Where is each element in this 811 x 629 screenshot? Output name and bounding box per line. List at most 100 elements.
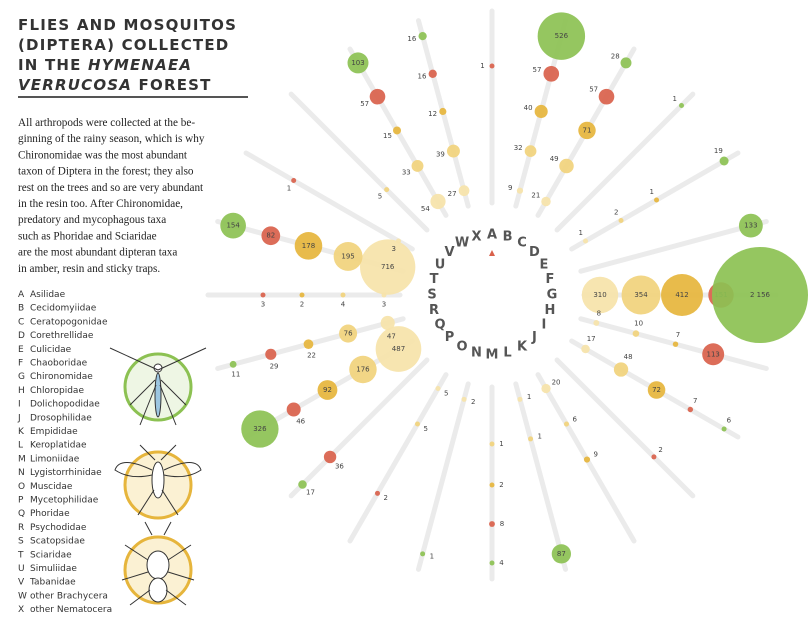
spoke-letter: T: [430, 272, 439, 287]
value-label: 15: [383, 132, 392, 140]
bubble: [241, 410, 279, 448]
value-label: 354: [634, 291, 648, 299]
value-label: 27: [448, 190, 457, 198]
legend-code: U: [18, 564, 25, 574]
legend-name: Drosophilidae: [30, 413, 92, 423]
value-label: 1: [480, 62, 484, 70]
value-label: 72: [652, 386, 661, 394]
bubble: [489, 482, 495, 488]
value-label: 57: [589, 85, 598, 93]
legend-name: Empididae: [30, 427, 78, 437]
spoke: [554, 357, 696, 499]
bubble: [395, 238, 401, 244]
bubble: [661, 274, 703, 316]
legend-name: Cecidomyiidae: [30, 304, 97, 314]
value-label: 5: [423, 425, 427, 433]
bubble: [517, 396, 523, 402]
spoke-letter: I: [542, 318, 547, 333]
bubble: [563, 421, 570, 427]
value-label: 178: [302, 242, 315, 250]
bubble: [721, 426, 727, 432]
value-label: 1: [499, 440, 503, 448]
value-label: 103: [351, 59, 364, 67]
bubble: [489, 63, 495, 69]
value-label: 154: [226, 222, 240, 230]
value-label: 5: [378, 192, 382, 200]
value-label: 1: [527, 393, 531, 401]
description-line: in the resin too. After Chironomidae,: [18, 198, 183, 210]
bubble: [349, 355, 377, 384]
spoke: [513, 381, 569, 572]
value-label: 7: [676, 331, 680, 339]
title-part: FOREST: [139, 76, 212, 94]
title-part: HYMENAEA: [88, 56, 192, 74]
value-label: 57: [360, 100, 369, 108]
bubble: [415, 421, 420, 427]
bubble: [303, 339, 314, 350]
value-label: 49: [550, 155, 559, 163]
description-line: in amber, resin and sticky traps.: [18, 263, 160, 275]
legend-name: Lygistorrhinidae: [30, 468, 102, 478]
bubble: [384, 187, 390, 193]
bubble: [551, 544, 572, 564]
value-label: 2: [499, 481, 503, 489]
legend-code: I: [18, 400, 21, 410]
legend-name: Ceratopogonidae: [30, 317, 108, 327]
legend-code: Q: [18, 509, 25, 519]
value-label: 54: [421, 205, 430, 213]
legend-code: F: [18, 359, 23, 369]
legend-name: Sciaridae: [30, 550, 72, 560]
description-line: ginning of the rainy season, which is wh…: [18, 133, 205, 145]
spoke: [288, 357, 430, 499]
bubble: [347, 52, 369, 74]
value-label: 9: [508, 184, 512, 192]
value-label: 20: [552, 379, 561, 387]
description: All arthropods were collected at the be-…: [18, 117, 205, 275]
bubble: [392, 126, 402, 135]
title-part: VERRUCOSA: [18, 76, 132, 94]
bubble: [489, 521, 495, 527]
bubble: [583, 238, 589, 244]
bubble: [541, 196, 551, 207]
bubble: [598, 88, 615, 105]
value-label: 8: [500, 520, 504, 528]
title-line: (DIPTERA) COLLECTED: [18, 36, 229, 54]
value-label: 9: [594, 450, 598, 458]
legend-code: X: [18, 605, 24, 615]
legend-name: other Nematocera: [30, 605, 112, 615]
value-label: 2: [300, 301, 304, 309]
value-label: 412: [675, 291, 688, 299]
bubble: [291, 178, 297, 183]
bubble: [702, 343, 725, 366]
value-label: 10: [634, 320, 643, 328]
spoke-letter: H: [545, 303, 556, 318]
description-line: rest on the trees and so are very abunda…: [18, 182, 204, 194]
value-label: 176: [356, 366, 370, 374]
legend-name: Mycetophilidae: [30, 496, 99, 506]
bubble: [286, 402, 301, 417]
bubble: [229, 360, 237, 368]
legend-code: P: [18, 496, 24, 506]
bubble: [360, 239, 416, 295]
value-label: 19: [714, 147, 723, 155]
value-label: 2: [614, 208, 618, 216]
spoke: [243, 150, 415, 252]
bubble: [620, 57, 632, 69]
value-label: 46: [296, 418, 305, 426]
bubble: [672, 341, 679, 347]
bubble: [654, 197, 660, 203]
bubble: [559, 158, 574, 174]
spoke-letter: J: [531, 330, 537, 345]
legend-name: Dolichopodidae: [30, 400, 100, 410]
bubble: [583, 456, 591, 463]
value-label: 2 156: [750, 291, 771, 299]
bubble: [339, 324, 358, 343]
value-label: 40: [524, 104, 533, 112]
legend-code: C: [18, 317, 24, 327]
value-label: 47: [387, 333, 396, 341]
bubble: [375, 326, 422, 372]
value-label: 5: [444, 389, 448, 397]
value-label: 1: [650, 188, 654, 196]
spoke-letter: W: [455, 236, 469, 251]
